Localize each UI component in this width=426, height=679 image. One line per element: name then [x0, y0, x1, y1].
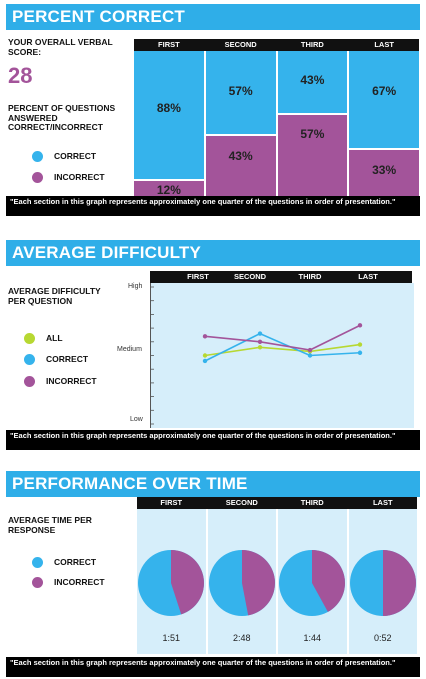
column-header-second: SECOND — [224, 40, 257, 49]
time-label-third: 1:44 — [303, 633, 322, 643]
difficulty-column-headers: FIRST SECOND THIRD LAST — [150, 271, 412, 283]
correct-point-third — [307, 353, 313, 358]
correct-legend-dot-2 — [24, 354, 35, 365]
column-header-third: THIRD — [300, 40, 324, 49]
column-header-third: THIRD — [300, 498, 324, 507]
percent-correct-banner: PERCENT CORRECT — [6, 4, 420, 30]
correct-bar-third — [277, 51, 348, 114]
time-pie-last — [349, 550, 416, 616]
all-point-second — [257, 345, 263, 350]
time-label-second: 2:48 — [232, 633, 251, 643]
incorrect-bar-third — [277, 115, 348, 196]
incorrect-legend-label-3: INCORRECT — [54, 577, 105, 587]
correct-bar-first — [134, 51, 204, 179]
correct-legend-dot — [32, 151, 43, 162]
correct-bar-last — [349, 51, 419, 149]
incorrect-pct-label-second: 43% — [228, 148, 253, 163]
incorrect-point-second — [257, 339, 263, 344]
correct-legend-label: CORRECT — [54, 151, 97, 161]
percent-subtitle: PERCENT OF QUESTIONS ANSWERED CORRECT/IN… — [8, 103, 116, 132]
time-pie-third — [279, 550, 346, 616]
time-label-first: 1:51 — [162, 633, 181, 643]
correct-difficulty-line — [204, 332, 361, 362]
footnote-1: "Each section in this graph represents a… — [6, 196, 420, 216]
performance-over-time-banner: PERFORMANCE OVER TIME — [6, 471, 420, 497]
column-header-second: SECOND — [225, 498, 258, 507]
y-high-label: High — [128, 283, 143, 290]
footnote-3: "Each section in this graph represents a… — [6, 657, 420, 677]
correct-pct-label-second: 57% — [228, 84, 253, 98]
time-label-last: 0:52 — [373, 633, 392, 643]
correct-pct-label-last: 67% — [372, 84, 397, 98]
column-header-first: FIRST — [160, 498, 183, 507]
score-label: YOUR OVERALL VERBAL SCORE: — [8, 37, 113, 57]
incorrect-legend-dot-3 — [32, 577, 43, 588]
incorrect-pct-label-last: 33% — [372, 163, 397, 178]
column-header-last: LAST — [358, 272, 378, 281]
time-subtitle: AVERAGE TIME PER RESPONSE — [8, 515, 92, 535]
y-low-label: Low — [130, 416, 143, 423]
all-legend-label: ALL — [46, 333, 63, 343]
incorrect-legend-label-2: INCORRECT — [46, 376, 97, 386]
column-header-second: SECOND — [233, 272, 267, 281]
time-pie-charts: 1:51 2:48 1:44 0:52 — [137, 509, 417, 654]
correct-legend-label-3: CORRECT — [54, 557, 97, 567]
column-header-first: FIRST — [187, 272, 209, 281]
correct-point-first — [202, 358, 208, 364]
incorrect-slice-last — [382, 550, 416, 616]
all-point-first — [202, 353, 208, 358]
correct-pct-label-first: 88% — [156, 101, 181, 116]
average-difficulty-banner: AVERAGE DIFFICULTY — [6, 240, 420, 266]
y-medium-label: Medium — [117, 346, 142, 353]
difficulty-line-chart — [150, 283, 414, 428]
column-header-first: FIRST — [158, 40, 180, 49]
incorrect-legend-dot — [32, 172, 43, 183]
incorrect-point-first — [202, 334, 208, 339]
incorrect-legend-label: INCORRECT — [54, 172, 105, 182]
column-header-last: LAST — [372, 498, 393, 507]
all-difficulty-line — [204, 343, 361, 357]
correct-bar-second — [205, 51, 276, 134]
incorrect-slice-first — [171, 550, 205, 615]
percent-correct-chart: 88% 12% 57% 43% 43% 57% 67% 33% — [134, 51, 419, 198]
all-point-last — [357, 342, 363, 347]
incorrect-pct-label-third: 57% — [300, 127, 325, 142]
column-header-last: LAST — [374, 40, 394, 49]
footnote-2: "Each section in this graph represents a… — [6, 430, 420, 450]
time-pie-first — [138, 550, 205, 616]
incorrect-bar-first — [134, 180, 204, 196]
correct-point-last — [357, 350, 363, 355]
incorrect-difficulty-line — [204, 324, 361, 351]
difficulty-plot-area — [150, 283, 414, 428]
overall-score: 28 — [8, 63, 33, 88]
incorrect-bar-last — [349, 150, 419, 196]
correct-pct-label-third: 43% — [300, 73, 325, 87]
time-column-headers: FIRST SECOND THIRD LAST — [137, 497, 417, 509]
all-legend-dot — [24, 333, 35, 344]
time-pie-second — [208, 550, 275, 616]
correct-point-second — [257, 331, 263, 336]
incorrect-slice-second — [241, 550, 275, 616]
difficulty-subtitle: AVERAGE DIFFICULTY PER QUESTION — [8, 286, 101, 306]
correct-legend-label-2: CORRECT — [46, 354, 89, 364]
incorrect-point-third — [307, 347, 313, 353]
column-header-third: THIRD — [298, 272, 322, 281]
incorrect-slice-third — [312, 550, 346, 612]
correct-legend-dot-3 — [32, 557, 43, 568]
incorrect-legend-dot-2 — [24, 376, 35, 387]
incorrect-bar-second — [205, 135, 276, 196]
incorrect-point-last — [357, 323, 363, 328]
incorrect-pct-label-first: 12% — [156, 183, 181, 198]
percent-column-headers: FIRST SECOND THIRD LAST — [134, 39, 419, 51]
